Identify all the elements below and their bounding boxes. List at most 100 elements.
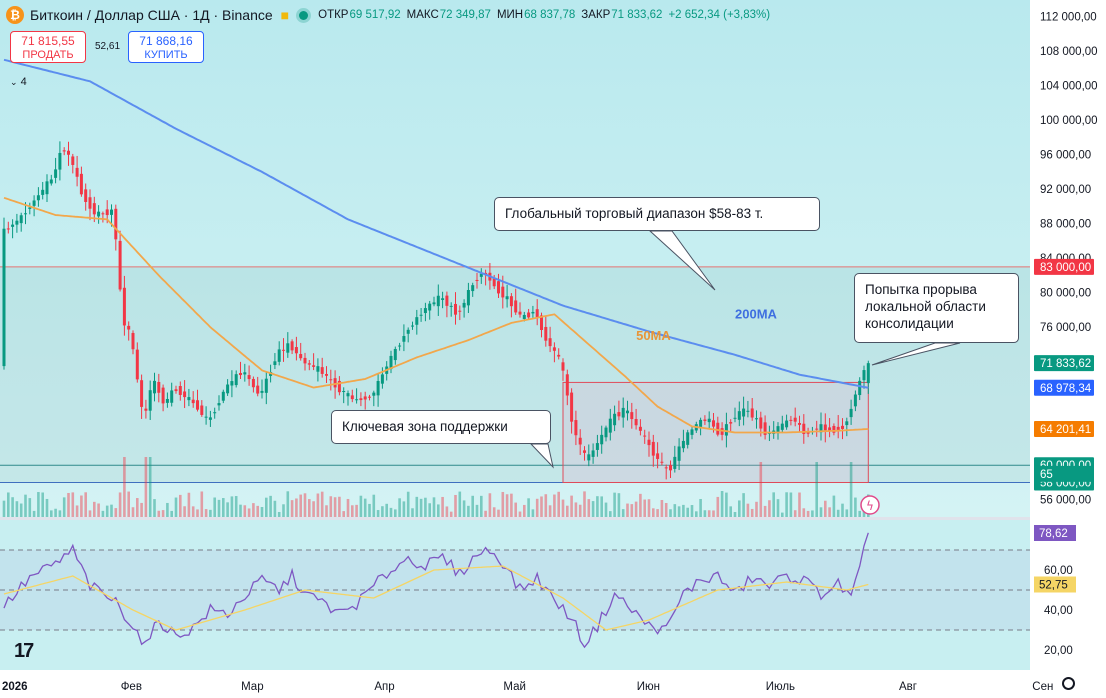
volume-bar — [815, 462, 818, 517]
candle-body — [759, 417, 763, 429]
volume-bar — [695, 511, 698, 517]
ma200-line — [3, 58, 869, 389]
volume-bar — [424, 497, 427, 517]
candle-body — [398, 345, 402, 347]
volume-bar — [845, 509, 849, 517]
volume-bar — [333, 497, 337, 517]
candle-body — [2, 228, 6, 367]
volume-bar — [234, 496, 238, 517]
volume-bar — [449, 511, 453, 517]
candle-body — [742, 408, 746, 417]
volume-bar — [742, 493, 745, 517]
volume-bar — [2, 500, 6, 517]
volume-bar — [256, 505, 259, 517]
volume-bar — [200, 491, 204, 517]
rsi-tick-label: 60,00 — [1044, 565, 1073, 577]
ohlc-low: МИН68 837,78 — [496, 9, 576, 21]
candle-body — [656, 453, 660, 459]
volume-bar — [312, 501, 315, 517]
candle-body — [307, 363, 311, 365]
volume-bar — [80, 495, 83, 517]
candle-body — [647, 439, 651, 446]
volume-bar — [557, 491, 560, 517]
time-tick-label: Авг — [899, 681, 917, 693]
price-tick-label: 104 000,00 — [1040, 81, 1098, 93]
ohlc-open: ОТКР69 517,92 — [318, 9, 401, 21]
volume-bar — [355, 504, 358, 517]
candle-body — [608, 418, 612, 433]
candle-body — [626, 410, 629, 414]
buy-button[interactable]: 71 868,16 КУПИТЬ — [128, 31, 204, 63]
volume-bar — [24, 494, 27, 517]
price-badge-bg — [1034, 379, 1094, 396]
candle-body — [131, 332, 135, 350]
candle-body — [557, 354, 561, 357]
volume-bar — [101, 510, 105, 517]
volume-bar — [428, 503, 431, 517]
candle-body — [299, 354, 303, 359]
volume-bar — [58, 510, 62, 517]
symbol-title[interactable]: Биткоин / Доллар США · 1Д · Binance — [30, 7, 273, 23]
volume-bar — [621, 509, 625, 517]
candle-body — [333, 378, 337, 388]
candle-body — [755, 418, 758, 420]
price-change: +2 652,34 (+3,83%) — [668, 9, 771, 21]
candle-body — [643, 435, 647, 437]
sell-button[interactable]: 71 815,55 ПРОДАТЬ — [10, 31, 86, 63]
volume-bar — [252, 503, 255, 517]
time-tick-label: Июль — [766, 681, 795, 693]
candle-body — [11, 224, 15, 227]
candle-body — [411, 325, 414, 327]
candle-body — [355, 399, 359, 401]
ohlc-close: ЗАКР71 833,62 — [581, 9, 663, 21]
candle-body — [613, 413, 617, 426]
candle-body — [836, 426, 840, 431]
candle-body — [561, 362, 565, 371]
volume-bar — [535, 498, 539, 517]
candle-body — [350, 395, 354, 400]
price-tick-label: 76 000,00 — [1040, 322, 1091, 334]
candle-body — [548, 338, 552, 347]
volume-bar — [505, 494, 509, 517]
candle-body — [406, 329, 410, 334]
volume-bar — [660, 499, 664, 517]
volume-bar — [286, 491, 290, 517]
volume-bar — [342, 511, 345, 517]
volume-bar — [67, 492, 70, 517]
volume-bar — [269, 495, 272, 517]
rsi-ma-line — [3, 565, 869, 631]
volume-bar — [295, 498, 298, 517]
candle-body — [75, 167, 79, 177]
volume-bar — [776, 499, 780, 517]
candle-body — [178, 386, 182, 395]
candle-body — [858, 380, 862, 396]
candle-body — [230, 381, 234, 386]
volume-bar — [591, 501, 595, 517]
volume-bar — [325, 505, 328, 517]
volume-bar — [729, 506, 732, 517]
volume-bar — [398, 498, 401, 517]
volume-bar — [282, 504, 285, 517]
candle-body — [475, 279, 479, 281]
candle-body — [346, 393, 350, 397]
chevron-down-icon: ⌄ — [10, 77, 18, 87]
candle-body — [282, 349, 285, 351]
volume-bar — [368, 503, 371, 517]
volume-bar — [626, 503, 629, 517]
indicators-toggle[interactable]: ⌄ 4 — [10, 76, 27, 88]
candle-body — [264, 378, 268, 393]
favorite-star-icon[interactable]: ■ — [280, 7, 290, 23]
volume-bar — [432, 497, 436, 517]
volume-bar — [338, 496, 341, 517]
volume-bar — [475, 504, 479, 517]
volume-bar — [213, 497, 216, 517]
candle-body — [363, 396, 367, 400]
candle-body — [170, 390, 174, 403]
gear-icon[interactable] — [1062, 677, 1075, 690]
volume-bar — [71, 492, 75, 517]
volume-bar — [802, 508, 806, 517]
volume-bar — [15, 501, 19, 517]
volume-bar — [669, 509, 672, 517]
volume-bar — [544, 494, 548, 517]
